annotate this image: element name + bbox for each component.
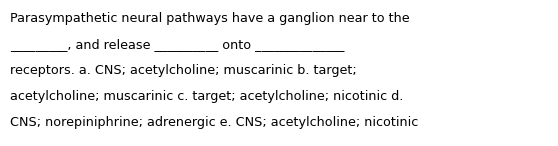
Text: receptors. a. CNS; acetylcholine; muscarinic b. target;: receptors. a. CNS; acetylcholine; muscar… xyxy=(10,64,357,77)
Text: CNS; norepiniphrine; adrenergic e. CNS; acetylcholine; nicotinic: CNS; norepiniphrine; adrenergic e. CNS; … xyxy=(10,116,418,129)
Text: Parasympathetic neural pathways have a ganglion near to the: Parasympathetic neural pathways have a g… xyxy=(10,12,410,25)
Text: acetylcholine; muscarinic c. target; acetylcholine; nicotinic d.: acetylcholine; muscarinic c. target; ace… xyxy=(10,90,403,103)
Text: _________, and release __________ onto ______________: _________, and release __________ onto _… xyxy=(10,38,344,51)
